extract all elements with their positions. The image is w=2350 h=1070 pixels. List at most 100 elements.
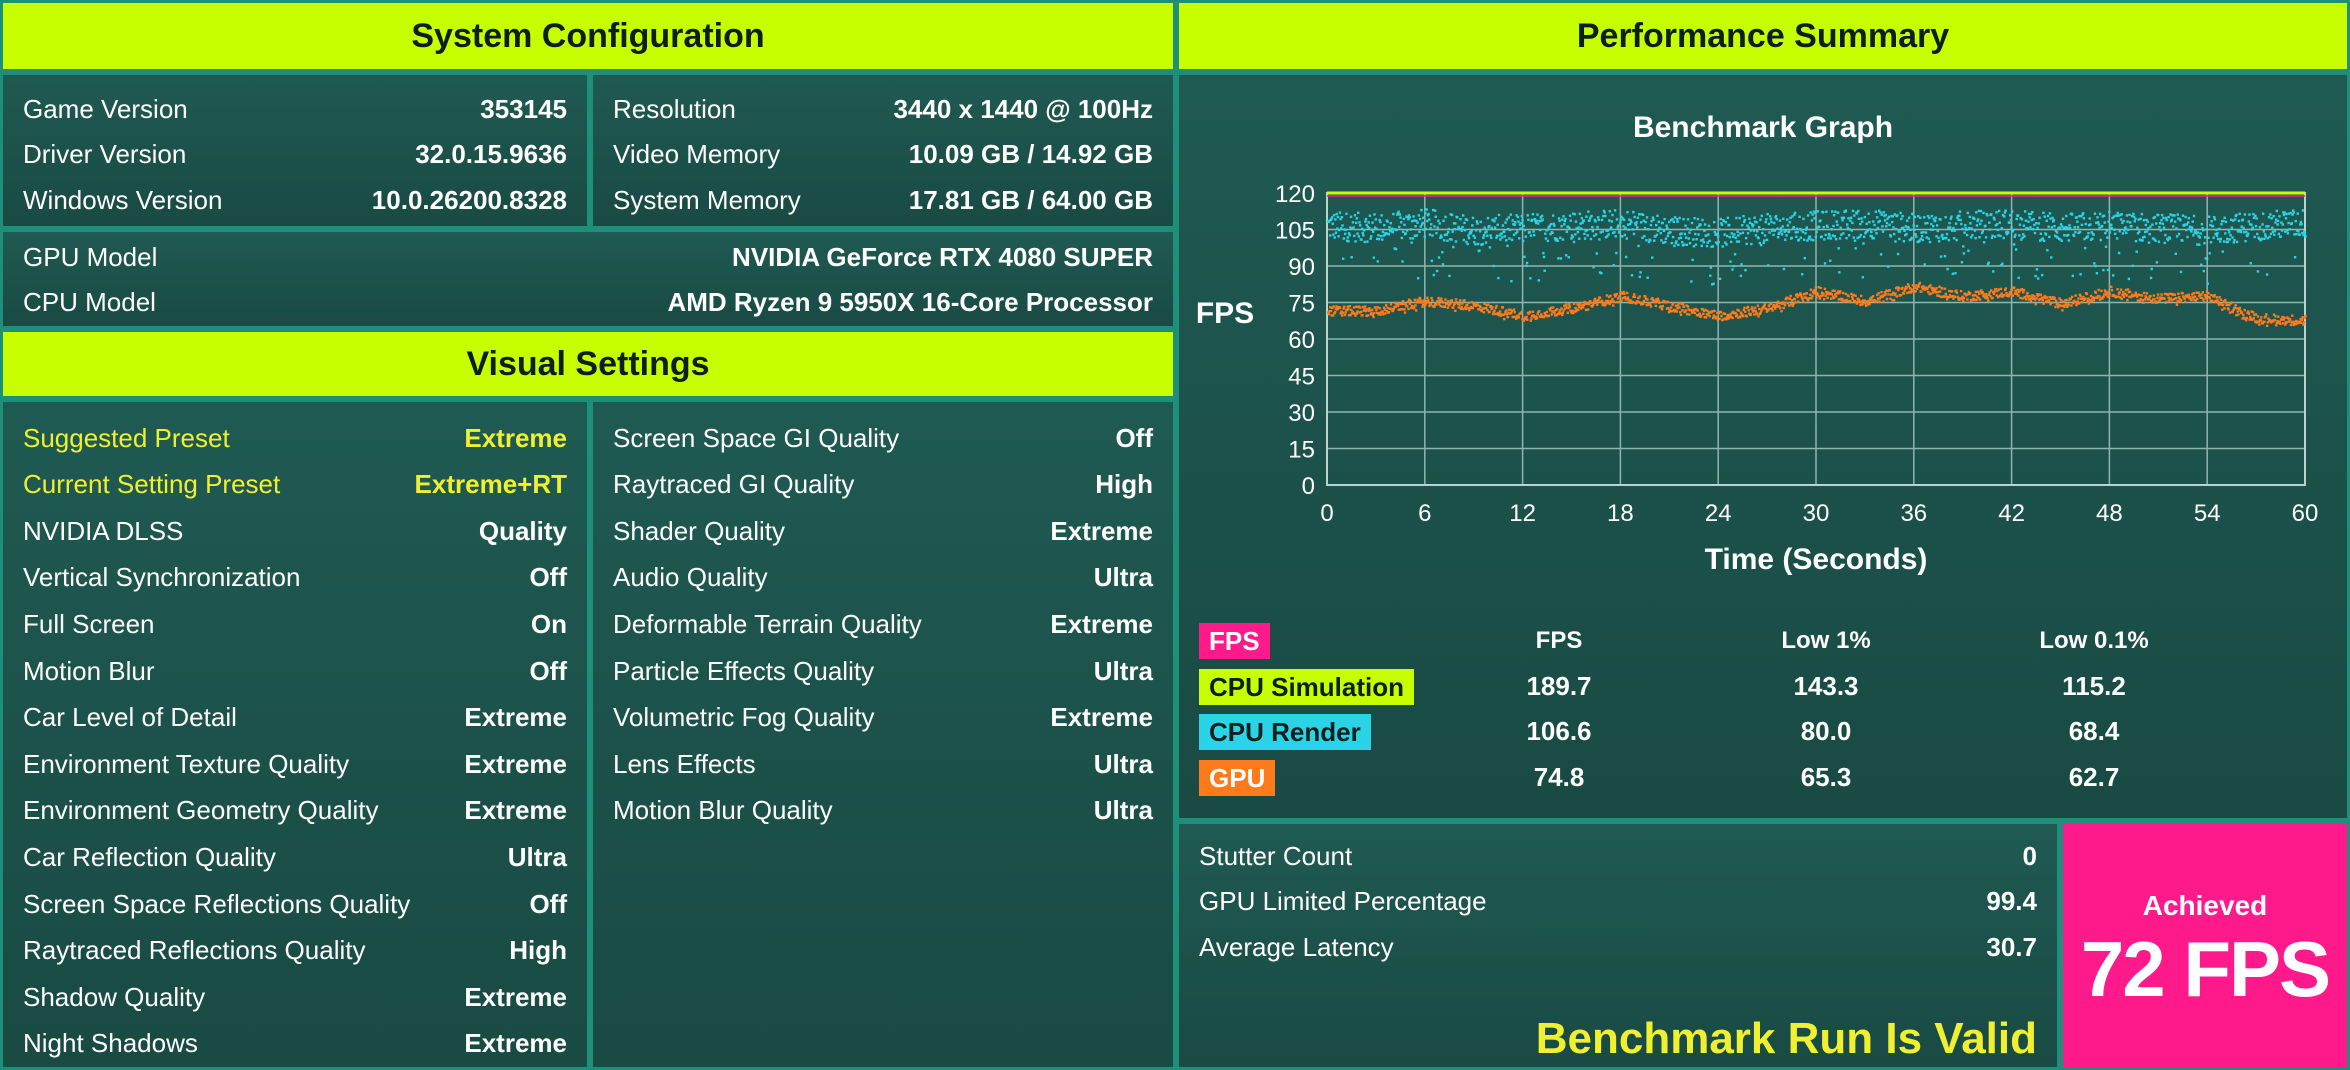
data-point (1999, 294, 2002, 297)
data-point (1789, 294, 1792, 298)
data-point (2284, 217, 2288, 220)
data-point (1727, 316, 1731, 319)
data-point (1429, 227, 1432, 230)
data-point (1607, 233, 1610, 236)
system-info-value: 3440 x 1440 @ 100Hz (893, 93, 1153, 124)
data-point (2260, 316, 2263, 319)
hardware-label: CPU Model (23, 287, 156, 317)
data-point (1987, 293, 1991, 296)
data-point (1618, 295, 1621, 298)
data-point (2219, 298, 2223, 301)
stats-value: 189.7 (1526, 670, 1592, 701)
data-point (1660, 306, 1663, 309)
data-point (2277, 232, 2281, 236)
data-point (1576, 230, 1580, 234)
data-point (1593, 299, 1596, 302)
data-point (2169, 213, 2172, 216)
data-point (1444, 298, 1447, 301)
data-point (1426, 299, 1430, 302)
setting-value: Extreme (1050, 702, 1153, 733)
data-point (1767, 264, 1770, 267)
data-point (2155, 301, 2158, 304)
data-point (1816, 226, 1819, 229)
data-point (1726, 216, 1730, 220)
data-point (1505, 309, 1508, 312)
data-point (2269, 232, 2273, 236)
data-point (2097, 288, 2100, 292)
data-point (2175, 303, 2179, 306)
data-point (1529, 277, 1532, 280)
data-point (1465, 240, 1468, 244)
data-point (1721, 245, 1724, 248)
data-point (1805, 226, 1808, 229)
data-point (1591, 225, 1594, 229)
data-point (1379, 220, 1382, 224)
data-point (1665, 301, 1668, 304)
data-point (2169, 297, 2172, 300)
data-point (1922, 231, 1925, 234)
data-point (2233, 218, 2237, 221)
data-point (2149, 225, 2152, 228)
data-point (1757, 236, 1760, 240)
data-point (2162, 216, 2165, 220)
data-point (1674, 309, 1677, 312)
data-point (1879, 211, 1882, 214)
data-point (1829, 237, 1833, 240)
data-point (2276, 219, 2280, 223)
data-point (1885, 225, 1888, 228)
data-point (2199, 296, 2202, 299)
data-point (2184, 294, 2188, 297)
x-tick-label: 48 (2096, 500, 2123, 527)
performance-title: Performance Summary (1576, 16, 1950, 55)
data-point (1914, 233, 1917, 236)
data-point (1683, 310, 1687, 314)
setting-label: Motion Blur (23, 655, 155, 686)
data-point (1605, 229, 1608, 232)
data-point (1415, 234, 1419, 237)
data-point (2280, 318, 2283, 321)
data-point (1999, 234, 2002, 238)
data-point (1964, 224, 1967, 227)
data-point (1657, 299, 1660, 302)
data-point (1470, 229, 1473, 233)
data-point (1714, 241, 1718, 244)
data-point (2158, 226, 2161, 229)
data-point (1875, 232, 1878, 235)
data-point (1852, 293, 1855, 297)
data-point (2082, 212, 2085, 215)
data-point (1628, 222, 1632, 226)
data-point (1551, 231, 1554, 235)
data-point (2251, 310, 2255, 314)
data-point (1791, 227, 1795, 230)
data-point (1688, 313, 1691, 316)
data-point (2249, 315, 2252, 319)
data-point (1383, 223, 1386, 227)
data-point (1833, 289, 1836, 293)
data-point (1465, 218, 1469, 222)
system-info-left: Game Version 353145 Driver Version 32.0.15.… (0, 72, 590, 229)
data-point (1763, 239, 1766, 242)
data-point (1817, 286, 1820, 289)
setting-value: Off (529, 562, 567, 593)
data-point (1745, 242, 1748, 246)
data-point (2287, 320, 2290, 323)
data-point (2111, 216, 2114, 220)
data-point (1591, 305, 1594, 308)
data-point (1913, 215, 1917, 219)
data-point (2019, 216, 2022, 220)
data-point (2219, 237, 2222, 240)
data-point (1553, 237, 1557, 240)
data-point (1949, 226, 1952, 229)
data-point (1516, 230, 1519, 233)
data-point (1791, 304, 1794, 307)
data-point (1672, 308, 1676, 312)
y-tick-label: 120 (1275, 181, 1315, 208)
data-point (1649, 223, 1653, 227)
data-point (2228, 311, 2232, 314)
data-point (2050, 256, 2053, 259)
data-point (1902, 226, 1905, 229)
data-point (1853, 299, 1857, 303)
data-point (2119, 213, 2122, 217)
data-point (1835, 220, 1838, 223)
data-point (1826, 296, 1829, 300)
